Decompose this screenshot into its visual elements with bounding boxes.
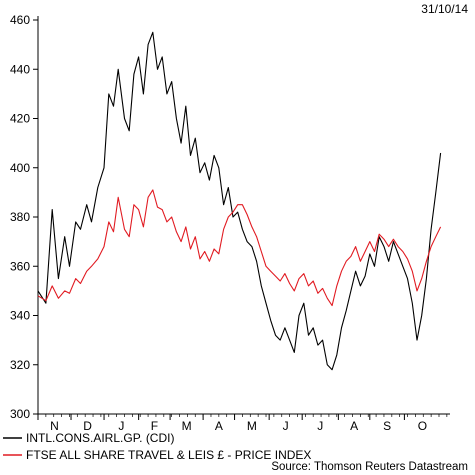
y-tick-label: 320 — [10, 358, 30, 372]
y-axis: 300 320 340 360 380 400 420 440 460 — [10, 13, 39, 421]
series-line-1 — [37, 31, 442, 371]
y-tick-label: 340 — [10, 309, 30, 323]
x-month-label: M — [182, 419, 192, 433]
legend-label-2: FTSE ALL SHARE TRAVEL & LEIS £ - PRICE I… — [26, 448, 311, 462]
legend: INTL.CONS.AIRL.GP. (CDI) FTSE ALL SHARE T… — [3, 431, 311, 462]
x-month-label: F — [151, 419, 158, 433]
date-stamp: 31/10/14 — [421, 2, 468, 16]
x-month-label: O — [418, 419, 427, 433]
series-layer — [37, 31, 442, 371]
x-month-label: M — [247, 419, 257, 433]
x-month-label: A — [350, 419, 358, 433]
y-tick-label: 400 — [10, 161, 30, 175]
x-month-label: J — [317, 419, 323, 433]
x-month-label: D — [83, 419, 92, 433]
source-note: Source: Thomson Reuters Datastream — [271, 461, 468, 473]
x-month-label: A — [215, 419, 223, 433]
x-month-label: J — [283, 419, 289, 433]
y-tick-label: 380 — [10, 210, 30, 224]
x-month-label: S — [383, 419, 391, 433]
y-tick-label: 360 — [10, 259, 30, 273]
x-month-label: N — [50, 419, 59, 433]
x-month-label: J — [118, 419, 124, 433]
y-tick-label: 460 — [10, 13, 30, 27]
legend-label-1: INTL.CONS.AIRL.GP. (CDI) — [26, 431, 174, 445]
y-tick-label: 420 — [10, 112, 30, 126]
y-tick-label: 300 — [10, 407, 30, 421]
series-line-2 — [37, 189, 442, 307]
y-tick-label: 440 — [10, 62, 30, 76]
